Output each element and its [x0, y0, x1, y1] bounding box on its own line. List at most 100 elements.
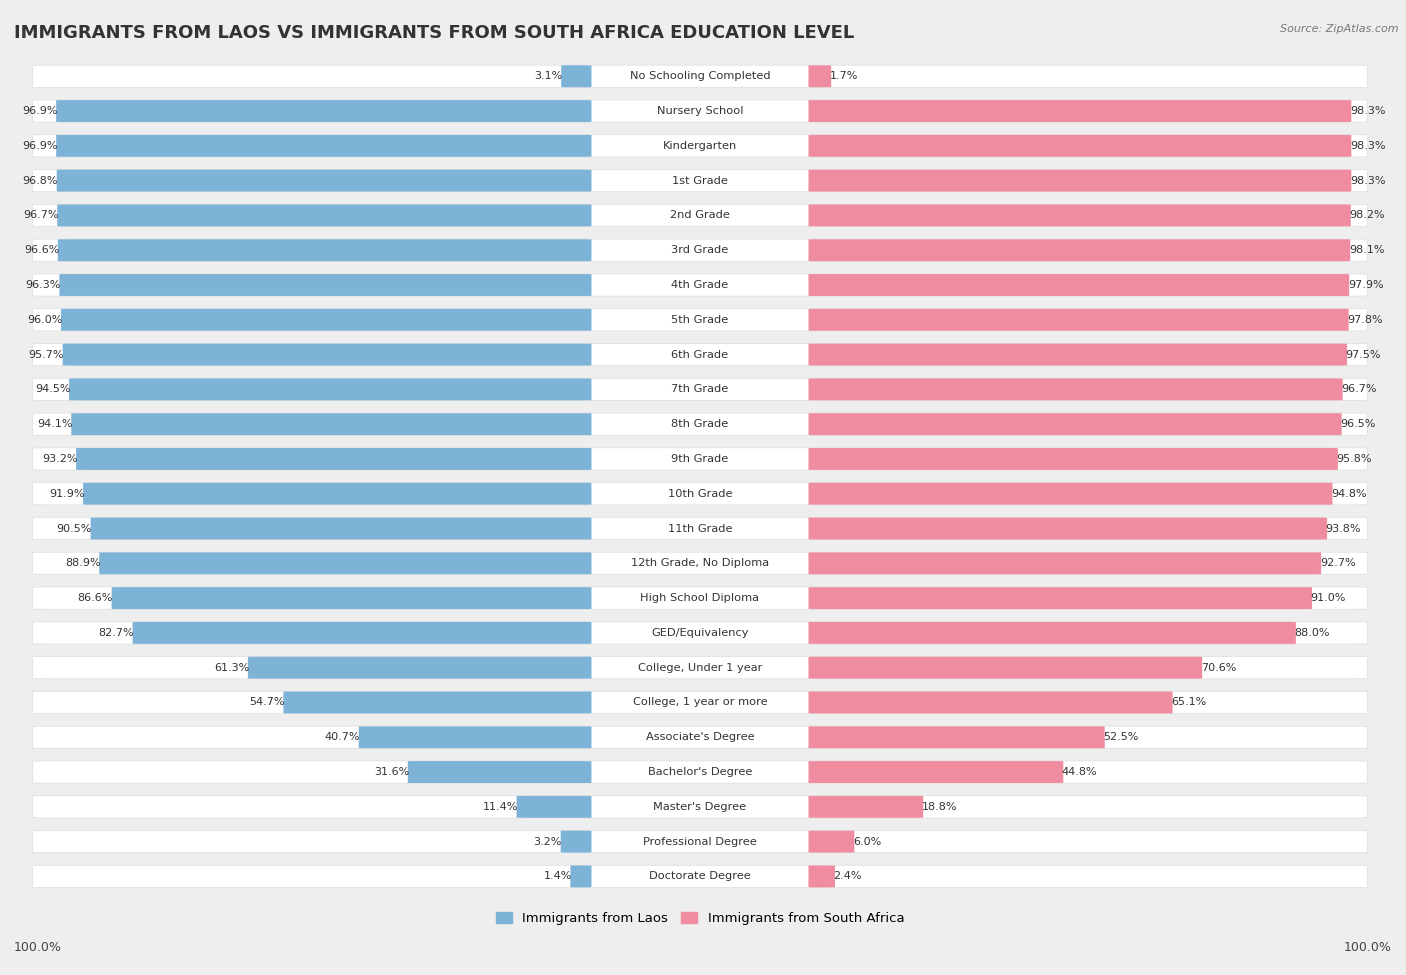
FancyBboxPatch shape — [32, 205, 1367, 226]
FancyBboxPatch shape — [32, 170, 1367, 192]
Text: 82.7%: 82.7% — [98, 628, 134, 638]
Text: 96.7%: 96.7% — [1341, 384, 1376, 394]
Text: Master's Degree: Master's Degree — [654, 801, 747, 812]
Text: IMMIGRANTS FROM LAOS VS IMMIGRANTS FROM SOUTH AFRICA EDUCATION LEVEL: IMMIGRANTS FROM LAOS VS IMMIGRANTS FROM … — [14, 24, 855, 42]
Text: Associate's Degree: Associate's Degree — [645, 732, 754, 742]
FancyBboxPatch shape — [808, 657, 1202, 679]
FancyBboxPatch shape — [247, 657, 592, 679]
FancyBboxPatch shape — [408, 761, 592, 783]
Text: 1.7%: 1.7% — [830, 71, 858, 81]
Text: College, 1 year or more: College, 1 year or more — [633, 697, 768, 708]
Text: 4th Grade: 4th Grade — [672, 280, 728, 290]
FancyBboxPatch shape — [359, 726, 592, 748]
Text: 98.1%: 98.1% — [1348, 246, 1385, 255]
FancyBboxPatch shape — [32, 587, 1367, 609]
Text: 96.0%: 96.0% — [27, 315, 62, 325]
Text: 3rd Grade: 3rd Grade — [671, 246, 728, 255]
FancyBboxPatch shape — [808, 343, 1347, 366]
FancyBboxPatch shape — [56, 135, 592, 157]
FancyBboxPatch shape — [561, 65, 592, 87]
FancyBboxPatch shape — [56, 100, 592, 122]
Text: 10th Grade: 10th Grade — [668, 488, 733, 499]
FancyBboxPatch shape — [32, 413, 1367, 435]
Text: 2nd Grade: 2nd Grade — [671, 211, 730, 220]
FancyBboxPatch shape — [32, 656, 1367, 679]
FancyBboxPatch shape — [32, 309, 1367, 331]
Text: 18.8%: 18.8% — [922, 801, 957, 812]
Text: 100.0%: 100.0% — [14, 941, 62, 954]
FancyBboxPatch shape — [808, 274, 1350, 296]
FancyBboxPatch shape — [32, 448, 1367, 470]
FancyBboxPatch shape — [83, 483, 592, 505]
Text: 3.1%: 3.1% — [534, 71, 562, 81]
FancyBboxPatch shape — [561, 831, 592, 852]
FancyBboxPatch shape — [63, 343, 592, 366]
Text: 94.1%: 94.1% — [37, 419, 73, 429]
Text: 94.8%: 94.8% — [1331, 488, 1367, 499]
FancyBboxPatch shape — [32, 552, 1367, 574]
FancyBboxPatch shape — [284, 691, 592, 714]
Text: 12th Grade, No Diploma: 12th Grade, No Diploma — [631, 559, 769, 568]
FancyBboxPatch shape — [32, 865, 1367, 887]
Text: 96.5%: 96.5% — [1340, 419, 1375, 429]
Text: 86.6%: 86.6% — [77, 593, 112, 604]
Text: 40.7%: 40.7% — [325, 732, 360, 742]
Text: 91.0%: 91.0% — [1310, 593, 1346, 604]
Text: 95.7%: 95.7% — [28, 350, 65, 360]
Text: 96.6%: 96.6% — [24, 246, 59, 255]
Text: 93.2%: 93.2% — [42, 454, 77, 464]
FancyBboxPatch shape — [56, 170, 592, 192]
Text: 52.5%: 52.5% — [1104, 732, 1139, 742]
FancyBboxPatch shape — [516, 796, 592, 818]
Text: 92.7%: 92.7% — [1320, 559, 1355, 568]
FancyBboxPatch shape — [808, 518, 1327, 539]
Text: Source: ZipAtlas.com: Source: ZipAtlas.com — [1281, 24, 1399, 34]
Text: Bachelor's Degree: Bachelor's Degree — [648, 767, 752, 777]
FancyBboxPatch shape — [59, 274, 592, 296]
FancyBboxPatch shape — [60, 309, 592, 331]
Text: 88.9%: 88.9% — [65, 559, 101, 568]
FancyBboxPatch shape — [32, 65, 1367, 88]
Text: 97.9%: 97.9% — [1348, 280, 1384, 290]
FancyBboxPatch shape — [72, 413, 592, 435]
FancyBboxPatch shape — [808, 622, 1296, 644]
FancyBboxPatch shape — [32, 691, 1367, 714]
FancyBboxPatch shape — [808, 483, 1333, 505]
FancyBboxPatch shape — [808, 135, 1351, 157]
Text: 98.3%: 98.3% — [1350, 106, 1385, 116]
Text: 7th Grade: 7th Grade — [671, 384, 728, 394]
FancyBboxPatch shape — [808, 448, 1339, 470]
FancyBboxPatch shape — [808, 831, 855, 852]
FancyBboxPatch shape — [58, 239, 592, 261]
FancyBboxPatch shape — [58, 205, 592, 226]
Text: 100.0%: 100.0% — [1344, 941, 1392, 954]
FancyBboxPatch shape — [32, 483, 1367, 505]
FancyBboxPatch shape — [808, 761, 1063, 783]
FancyBboxPatch shape — [808, 309, 1348, 331]
Text: 1.4%: 1.4% — [543, 872, 572, 881]
Text: 97.5%: 97.5% — [1346, 350, 1381, 360]
Text: 5th Grade: 5th Grade — [671, 315, 728, 325]
Text: 95.8%: 95.8% — [1337, 454, 1372, 464]
Text: 31.6%: 31.6% — [374, 767, 409, 777]
FancyBboxPatch shape — [808, 65, 831, 87]
FancyBboxPatch shape — [69, 378, 592, 401]
Text: 96.8%: 96.8% — [22, 176, 58, 185]
Text: 96.9%: 96.9% — [22, 140, 58, 151]
FancyBboxPatch shape — [808, 691, 1173, 714]
Text: 98.2%: 98.2% — [1350, 211, 1385, 220]
Text: 98.3%: 98.3% — [1350, 140, 1385, 151]
FancyBboxPatch shape — [808, 239, 1350, 261]
FancyBboxPatch shape — [808, 796, 924, 818]
FancyBboxPatch shape — [32, 378, 1367, 401]
Text: 93.8%: 93.8% — [1326, 524, 1361, 533]
Text: 6.0%: 6.0% — [853, 837, 882, 846]
Text: 8th Grade: 8th Grade — [671, 419, 728, 429]
Text: 54.7%: 54.7% — [249, 697, 285, 708]
Text: Kindergarten: Kindergarten — [662, 140, 737, 151]
Text: 70.6%: 70.6% — [1201, 663, 1236, 673]
Text: 98.3%: 98.3% — [1350, 176, 1385, 185]
Text: 11.4%: 11.4% — [482, 801, 517, 812]
FancyBboxPatch shape — [32, 796, 1367, 818]
FancyBboxPatch shape — [32, 518, 1367, 539]
